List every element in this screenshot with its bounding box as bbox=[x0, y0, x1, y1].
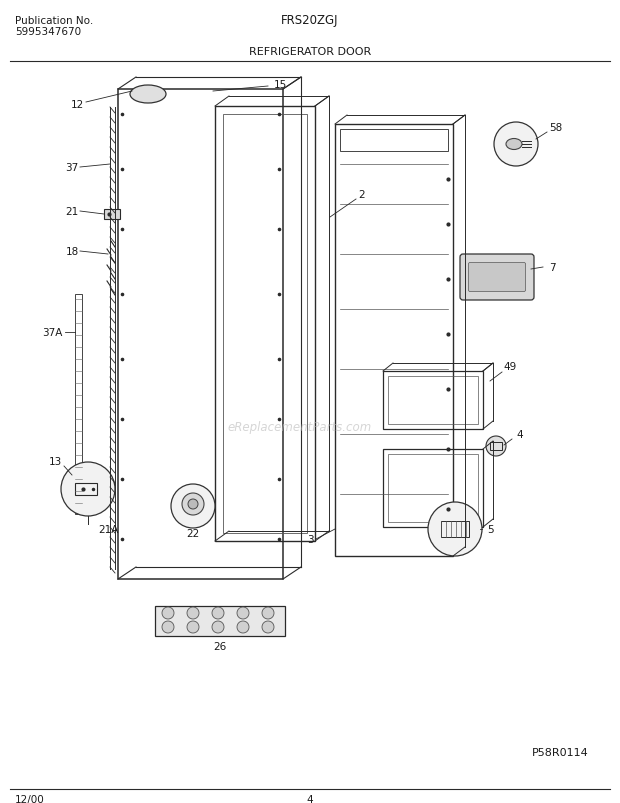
Bar bbox=[75, 483, 97, 495]
Circle shape bbox=[212, 607, 224, 619]
FancyBboxPatch shape bbox=[460, 255, 534, 300]
Bar bbox=[383, 372, 483, 430]
Circle shape bbox=[162, 607, 174, 619]
Bar bbox=[388, 454, 478, 522]
Text: 12/00: 12/00 bbox=[15, 794, 45, 803]
Circle shape bbox=[486, 437, 506, 456]
Bar bbox=[340, 130, 448, 152]
Bar bbox=[441, 521, 469, 537]
Circle shape bbox=[494, 123, 538, 167]
FancyBboxPatch shape bbox=[469, 263, 526, 292]
Circle shape bbox=[428, 503, 482, 556]
Bar bbox=[75, 295, 82, 515]
Text: 49: 49 bbox=[503, 361, 516, 372]
Text: 21: 21 bbox=[65, 206, 79, 217]
Text: Publication No.: Publication No. bbox=[15, 16, 93, 26]
Bar bbox=[335, 124, 453, 556]
Bar bbox=[215, 107, 315, 541]
Text: 2: 2 bbox=[359, 190, 365, 200]
Text: FRS20ZGJ: FRS20ZGJ bbox=[281, 14, 339, 27]
Text: 4: 4 bbox=[516, 430, 523, 439]
Text: 12: 12 bbox=[71, 100, 84, 110]
Text: 37: 37 bbox=[65, 163, 79, 173]
Text: 15: 15 bbox=[273, 80, 286, 90]
Text: 26: 26 bbox=[213, 642, 227, 651]
Circle shape bbox=[262, 607, 274, 619]
Circle shape bbox=[162, 622, 174, 634]
Circle shape bbox=[171, 484, 215, 528]
Text: 4: 4 bbox=[307, 794, 313, 803]
Bar bbox=[383, 450, 483, 528]
Circle shape bbox=[237, 622, 249, 634]
Circle shape bbox=[212, 622, 224, 634]
Text: eReplacementParts.com: eReplacementParts.com bbox=[228, 421, 372, 434]
Ellipse shape bbox=[130, 86, 166, 104]
Text: 3: 3 bbox=[307, 534, 313, 544]
Bar bbox=[223, 115, 307, 533]
Bar bbox=[490, 442, 502, 450]
Text: P58R0114: P58R0114 bbox=[531, 747, 588, 757]
Circle shape bbox=[61, 463, 115, 516]
Text: 18: 18 bbox=[65, 247, 79, 257]
Text: REFRIGERATOR DOOR: REFRIGERATOR DOOR bbox=[249, 47, 371, 57]
Text: 22: 22 bbox=[187, 528, 200, 538]
Text: 5995347670: 5995347670 bbox=[15, 27, 81, 37]
Circle shape bbox=[182, 493, 204, 516]
Circle shape bbox=[188, 499, 198, 509]
Bar bbox=[118, 90, 283, 579]
Text: 58: 58 bbox=[549, 123, 562, 132]
Circle shape bbox=[262, 622, 274, 634]
Text: 7: 7 bbox=[549, 263, 556, 273]
Text: 37A: 37A bbox=[43, 328, 63, 337]
Bar bbox=[155, 606, 285, 636]
Circle shape bbox=[237, 607, 249, 619]
Text: 21A: 21A bbox=[98, 524, 118, 534]
Bar bbox=[104, 210, 120, 220]
Bar bbox=[388, 377, 478, 425]
Text: 13: 13 bbox=[48, 456, 61, 467]
Circle shape bbox=[187, 607, 199, 619]
Ellipse shape bbox=[506, 140, 522, 150]
Circle shape bbox=[187, 622, 199, 634]
Text: 5: 5 bbox=[487, 524, 494, 534]
